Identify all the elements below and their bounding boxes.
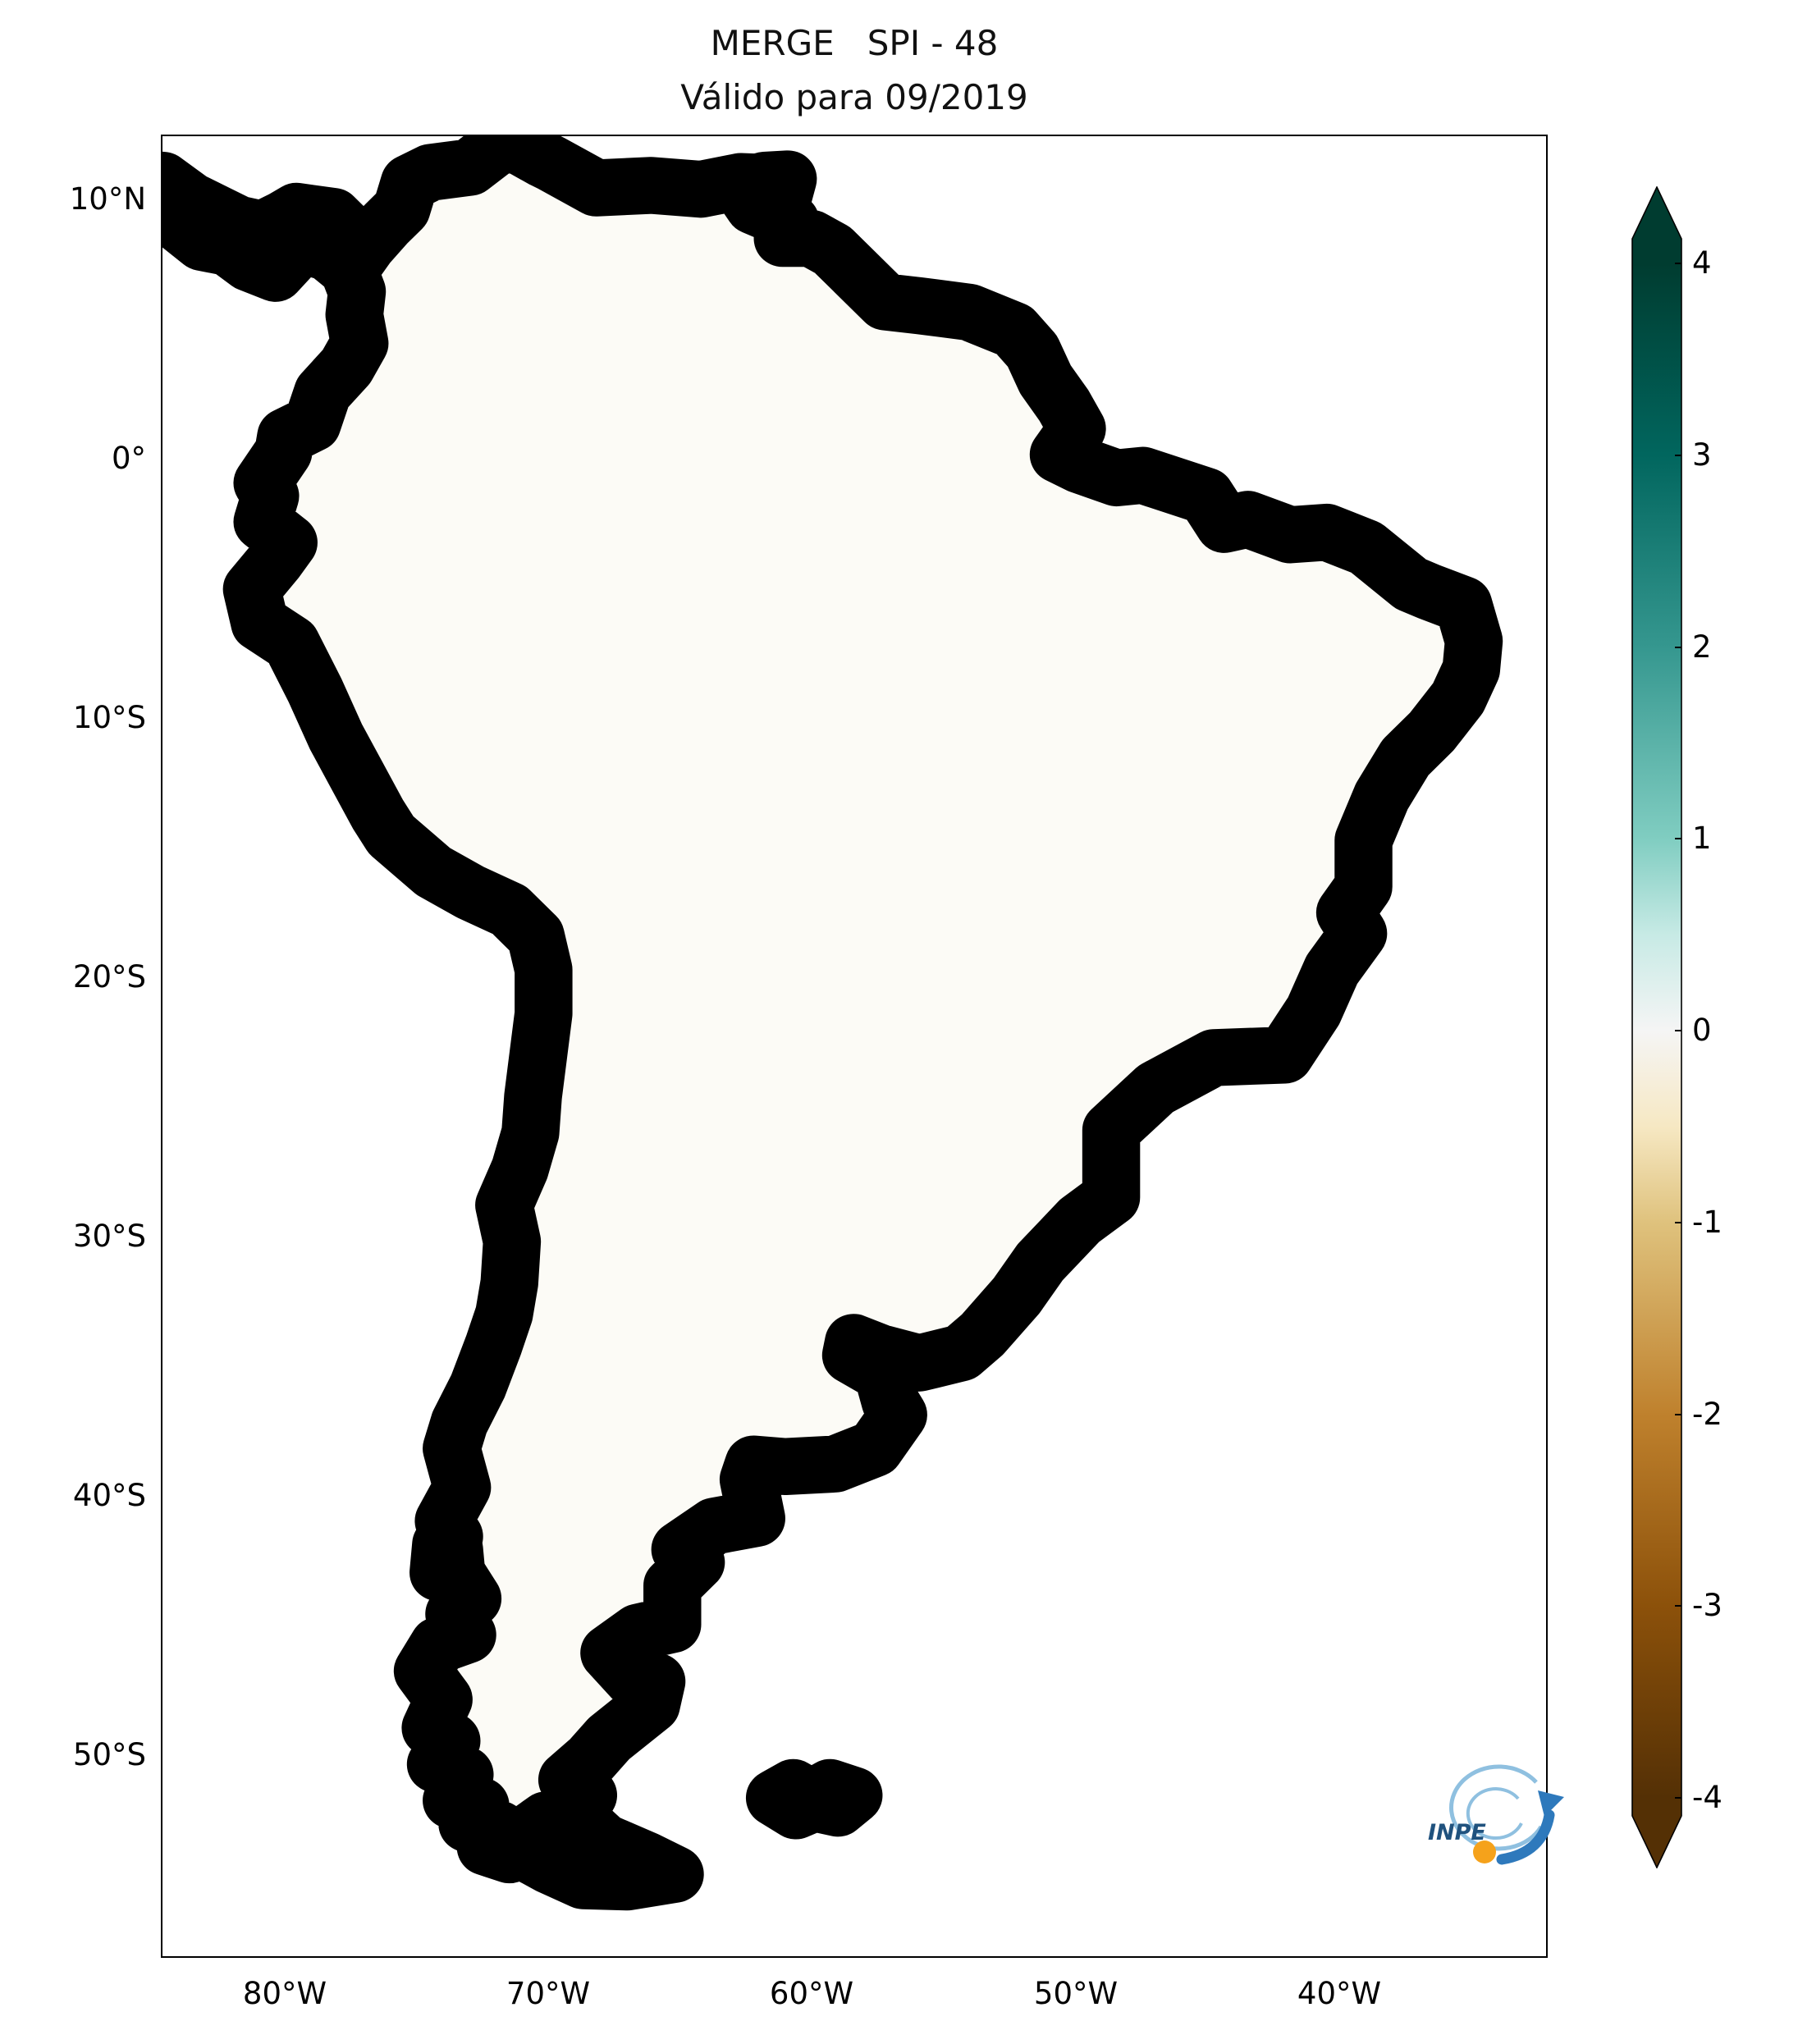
colorbar-extend-bottom [1632,1816,1681,1868]
y-axis-label: 40°S [72,1478,146,1513]
colorbar [1631,186,1682,1868]
x-axis-label: 80°W [242,1976,327,2011]
colorbar-label: 2 [1692,629,1712,665]
inpe-logo-text: INPE [1428,1820,1486,1845]
inpe-logo-arrow [1496,1809,1555,1865]
colorbar-extend-top [1632,187,1681,239]
colorbar-gradient [1632,239,1681,1816]
coastline [163,138,1474,1882]
y-axis-label: 0° [111,441,146,476]
colorbar-label: -2 [1692,1397,1723,1432]
map-canvas [161,135,1548,1958]
x-axis-label: 40°W [1297,1976,1382,2011]
inpe-logo-ball [1473,1841,1496,1863]
y-axis-label: 10°N [69,181,146,217]
inpe-logo: INPE [1428,1764,1564,1865]
y-axis-label: 10°S [72,700,146,735]
y-axis-label: 30°S [72,1219,146,1254]
south-america-map [162,136,1546,1956]
map-title-line1: MERGE SPI - 48 [710,23,999,63]
x-axis-label: 50°W [1033,1976,1119,2011]
y-axis-label: 50°S [72,1737,146,1772]
inpe-logo-swirl-outer [1449,1764,1544,1851]
colorbar-ticks [1675,263,1681,1799]
inpe-logo-arrowhead [1538,1790,1564,1817]
colorbar-label: -3 [1692,1588,1723,1623]
colorbar-label: 1 [1692,821,1712,856]
colorbar-label: 3 [1692,437,1712,473]
y-axis-label: 20°S [72,959,146,995]
map-title-line2: Válido para 09/2019 [680,77,1028,117]
x-axis-label: 60°W [769,1976,854,2011]
colorbar-label: -4 [1692,1780,1723,1815]
colorbar-label: 0 [1692,1013,1712,1048]
colorbar-label: -1 [1692,1205,1723,1240]
colorbar-outline [1631,186,1682,1868]
inpe-logo-swirl-inner [1466,1787,1523,1841]
x-axis-label: 70°W [506,1976,591,2011]
colorbar-label: 4 [1692,245,1712,281]
